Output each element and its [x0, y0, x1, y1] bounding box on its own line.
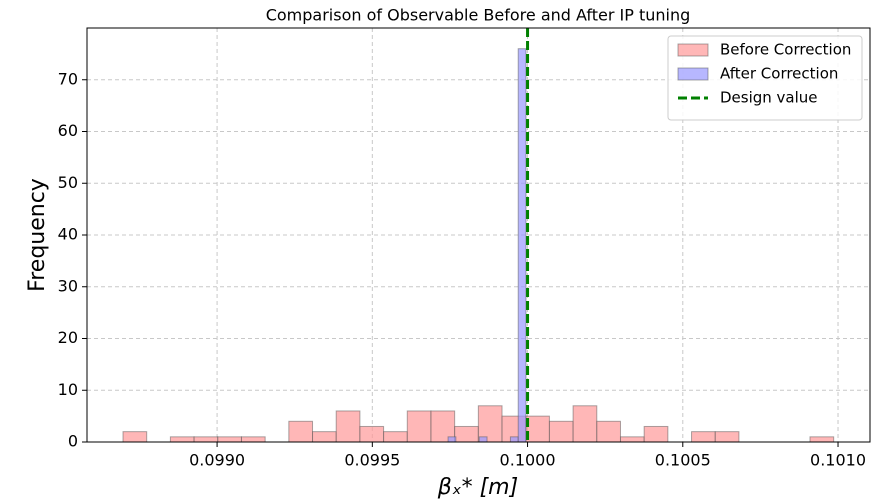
- x-tick-label: 0.0990: [189, 451, 245, 470]
- histogram-bar: [447, 436, 457, 443]
- legend-label: Before Correction: [720, 41, 851, 59]
- x-tick-label: 0.1005: [655, 451, 711, 470]
- legend-label: After Correction: [720, 65, 838, 83]
- histogram-bar: [517, 48, 527, 443]
- histogram-bar: [335, 410, 361, 443]
- x-tick-label: 0.1000: [500, 451, 556, 470]
- y-tick-label: 0: [68, 432, 78, 451]
- plot-frame: [86, 27, 871, 443]
- x-axis-label: βₓ* [m]: [437, 475, 518, 500]
- histogram-bar: [478, 436, 488, 443]
- histogram-bar: [312, 431, 337, 443]
- histogram-bar: [122, 431, 148, 443]
- histogram-bar: [691, 431, 716, 443]
- y-tick-label: 60: [58, 121, 78, 140]
- histogram-bar: [509, 436, 519, 443]
- histogram-bar: [169, 436, 195, 443]
- histogram-bar: [525, 415, 550, 443]
- y-tick-label: 70: [58, 69, 78, 88]
- y-tick-label: 20: [58, 328, 78, 347]
- histogram-bar: [288, 420, 314, 443]
- histogram-bar: [240, 436, 266, 443]
- x-tick-label: 0.0995: [344, 451, 400, 470]
- y-tick-label: 30: [58, 276, 78, 295]
- y-tick-label: 40: [58, 225, 78, 244]
- histogram-bar: [454, 425, 479, 443]
- chart-title: Comparison of Observable Before and Afte…: [266, 6, 691, 25]
- histogram-bar: [193, 436, 219, 443]
- legend-swatch: [677, 43, 709, 57]
- histogram-bar: [809, 436, 835, 443]
- y-axis-label: Frequency: [25, 178, 50, 292]
- histogram-bar: [572, 405, 598, 443]
- legend-box: [667, 35, 863, 121]
- x-tick-label: 0.1010: [810, 451, 866, 470]
- histogram-bar: [217, 436, 242, 443]
- legend-label: Design value: [720, 89, 818, 107]
- histogram-bar: [619, 436, 645, 443]
- y-tick-label: 10: [58, 380, 78, 399]
- histogram-bar: [359, 425, 385, 443]
- y-tick-label: 50: [58, 173, 78, 192]
- histogram-bar: [714, 431, 740, 443]
- histogram-bar: [548, 420, 574, 443]
- histogram-bar: [596, 420, 621, 443]
- legend-swatch: [677, 67, 709, 81]
- histogram-bar: [383, 431, 408, 443]
- histogram-bar: [643, 425, 669, 443]
- histogram-bar: [406, 410, 432, 443]
